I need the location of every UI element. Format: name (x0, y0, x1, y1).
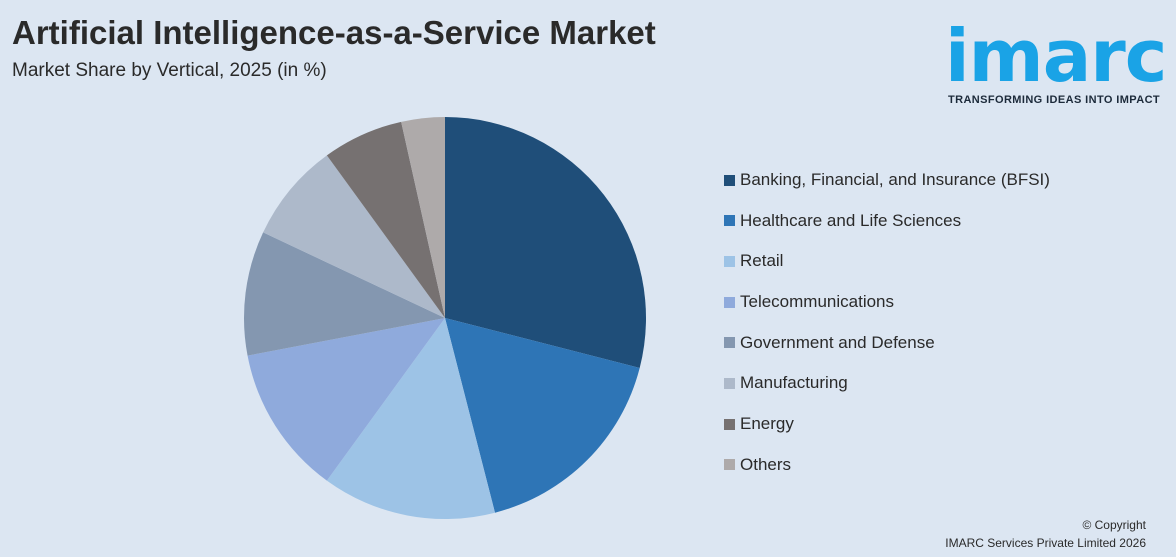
pie-chart (244, 117, 647, 520)
legend-swatch (724, 459, 735, 471)
logo-wordmark: imarc (945, 14, 1167, 98)
pie-slice-1 (445, 318, 640, 513)
copyright: © Copyright IMARC Services Private Limit… (945, 516, 1146, 552)
pie-slice-4 (244, 232, 445, 356)
pie-slice-0 (445, 117, 647, 368)
legend-item: Retail (724, 249, 1050, 273)
legend-swatch (724, 296, 735, 308)
legend-swatch (724, 174, 735, 186)
legend-item: Manufacturing (724, 371, 1050, 395)
pie-slice-7 (401, 117, 445, 318)
imarc-logo: imarc TRANSFORMING IDEAS INTO IMPACT (945, 12, 1170, 112)
legend-item: Others (724, 453, 1050, 477)
chart-legend: Banking, Financial, and Insurance (BFSI)… (724, 168, 1050, 494)
pie-slice-2 (326, 318, 495, 520)
legend-item: Energy (724, 412, 1050, 436)
chart-title: Artificial Intelligence-as-a-Service Mar… (12, 14, 656, 51)
pie-slice-5 (263, 155, 445, 318)
legend-label: Telecommunications (740, 292, 895, 312)
legend-label: Banking, Financial, and Insurance (BFSI) (740, 170, 1050, 189)
legend-swatch (724, 255, 735, 267)
chart-subtitle: Market Share by Vertical, 2025 (in %) (12, 60, 327, 81)
legend-swatch (724, 215, 735, 227)
legend-swatch (724, 337, 735, 349)
logo-tagline: TRANSFORMING IDEAS INTO IMPACT (948, 94, 1161, 106)
legend-label: Others (740, 454, 792, 474)
legend-label: Retail (740, 251, 784, 271)
legend-label: Energy (740, 414, 794, 434)
legend-item: Healthcare and Life Sciences (724, 209, 1050, 233)
pie-slice-6 (326, 121, 445, 318)
pie-slice-3 (247, 318, 445, 481)
legend-label: Government and Defense (740, 332, 935, 352)
legend-swatch (724, 418, 735, 430)
copyright-line-1: © Copyright (1082, 518, 1146, 532)
copyright-line-2: IMARC Services Private Limited 2026 (945, 536, 1146, 550)
legend-swatch (724, 377, 735, 389)
legend-label: Manufacturing (740, 373, 848, 393)
legend-item: Government and Defense (724, 331, 1050, 355)
legend-item: Banking, Financial, and Insurance (BFSI) (724, 168, 1050, 192)
legend-label: Healthcare and Life Sciences (740, 210, 962, 230)
legend-item: Telecommunications (724, 290, 1050, 314)
